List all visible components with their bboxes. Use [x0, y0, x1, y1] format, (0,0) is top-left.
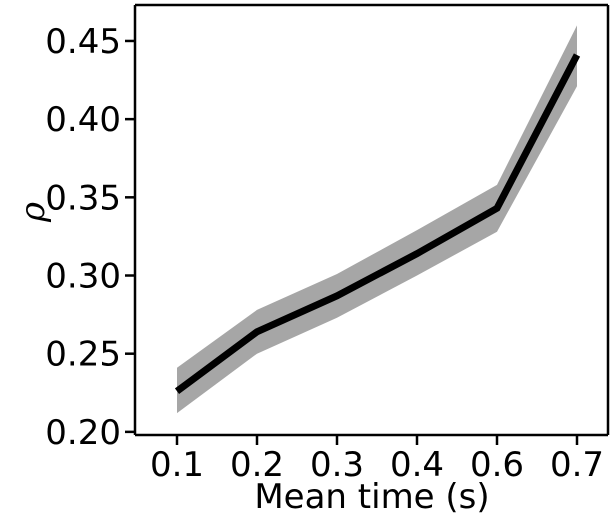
y-tick-label: 0.40: [45, 100, 121, 140]
y-tick-label: 0.25: [45, 335, 121, 375]
y-tick-label: 0.45: [45, 22, 121, 62]
x-tick-label: 0.6: [470, 445, 524, 485]
y-axis-label: ρ: [13, 202, 53, 223]
x-tick-label: 0.2: [230, 445, 284, 485]
y-tick-label: 0.30: [45, 257, 121, 297]
x-tick-label: 0.3: [310, 445, 364, 485]
confidence-band: [177, 25, 577, 414]
y-tick-label: 0.35: [45, 178, 121, 218]
x-tick-label: 0.4: [390, 445, 444, 485]
x-tick-label: 0.7: [550, 445, 604, 485]
series-line: [174, 53, 581, 395]
y-tick-label: 0.20: [45, 413, 121, 453]
x-axis-label: Mean time (s): [254, 477, 489, 514]
x-tick-label: 0.1: [150, 445, 204, 485]
